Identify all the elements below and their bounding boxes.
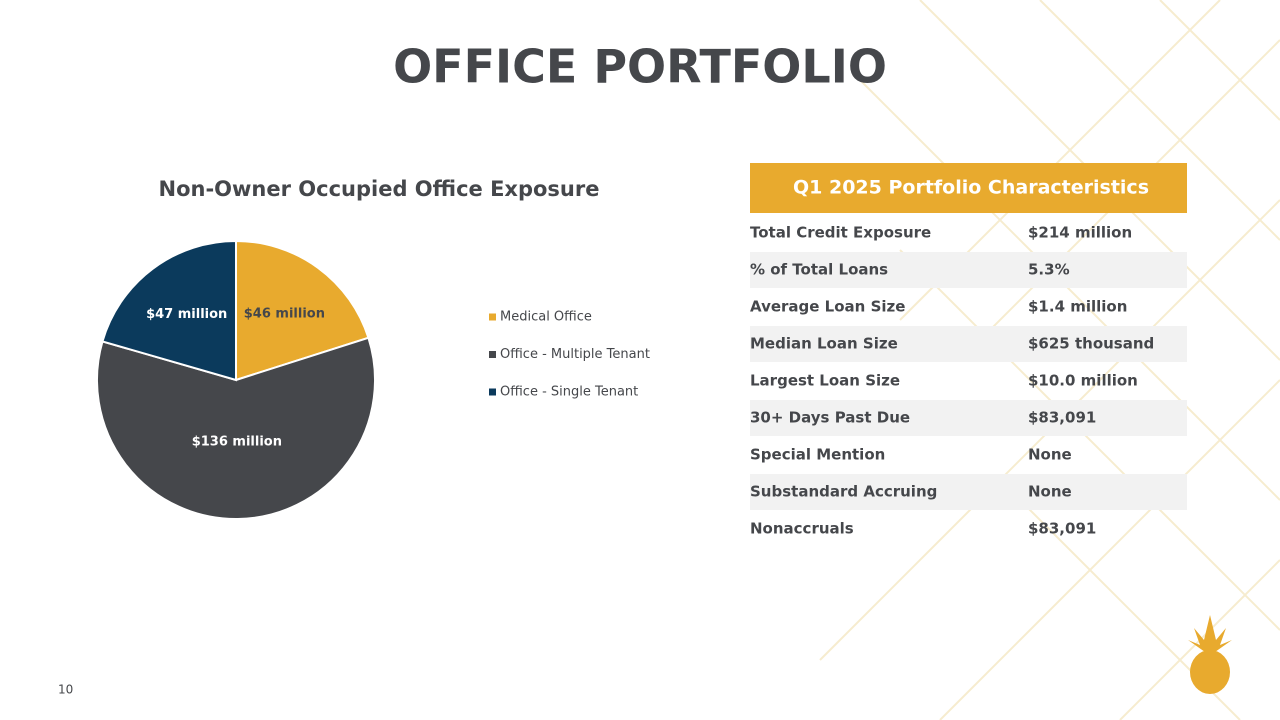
- row-value: $10.0 million: [1028, 372, 1138, 390]
- row-label: Nonaccruals: [750, 520, 854, 538]
- row-value: $625 thousand: [1028, 335, 1154, 353]
- table-body: Total Credit Exposure $214 million % of To…: [750, 224, 1187, 538]
- row-label: Average Loan Size: [750, 298, 905, 316]
- row-value: None: [1028, 483, 1072, 501]
- legend-label: Office - Single Tenant: [500, 385, 638, 400]
- row-value: $1.4 million: [1028, 298, 1127, 316]
- data-label: $47 million: [146, 307, 227, 322]
- row-shade: [750, 474, 1187, 510]
- slide-title: OFFICE PORTFOLIO: [393, 40, 887, 94]
- legend-swatch: [489, 388, 496, 396]
- pineapple-logo: [1188, 615, 1232, 694]
- legend-label: Medical Office: [500, 310, 592, 325]
- row-value: $83,091: [1028, 520, 1096, 538]
- chart-title: Non-Owner Occupied Office Exposure: [159, 177, 600, 201]
- pie-slice: [101, 239, 237, 382]
- data-label: $46 million: [244, 306, 325, 321]
- legend: Medical Office Office - Multiple Tenant Of…: [489, 310, 650, 400]
- row-shade: [750, 326, 1187, 362]
- table-header: [750, 163, 1187, 213]
- row-value: $83,091: [1028, 409, 1096, 427]
- page-number: 10: [58, 683, 73, 697]
- row-value: 5.3%: [1028, 261, 1070, 279]
- table-title: Q1 2025 Portfolio Characteristics: [793, 177, 1149, 199]
- pie-chart: $46 million $136 million $47 million: [96, 239, 376, 520]
- row-shade: [750, 252, 1187, 288]
- data-label: $136 million: [192, 434, 282, 449]
- row-value: None: [1028, 446, 1072, 464]
- row-label: Total Credit Exposure: [750, 224, 931, 242]
- row-value: $214 million: [1028, 224, 1132, 242]
- row-label: Special Mention: [750, 446, 885, 464]
- legend-swatch: [489, 351, 496, 358]
- row-label: 30+ Days Past Due: [750, 409, 910, 427]
- row-shade: [750, 400, 1187, 436]
- legend-swatch: [489, 313, 496, 321]
- row-label: Largest Loan Size: [750, 372, 900, 390]
- pie-slice: [96, 336, 376, 520]
- row-label: Substandard Accruing: [750, 483, 937, 501]
- legend-label: Office - Multiple Tenant: [500, 347, 650, 362]
- row-label: Median Loan Size: [750, 335, 898, 353]
- row-label: % of Total Loans: [750, 261, 888, 279]
- pie-slice: [235, 239, 370, 382]
